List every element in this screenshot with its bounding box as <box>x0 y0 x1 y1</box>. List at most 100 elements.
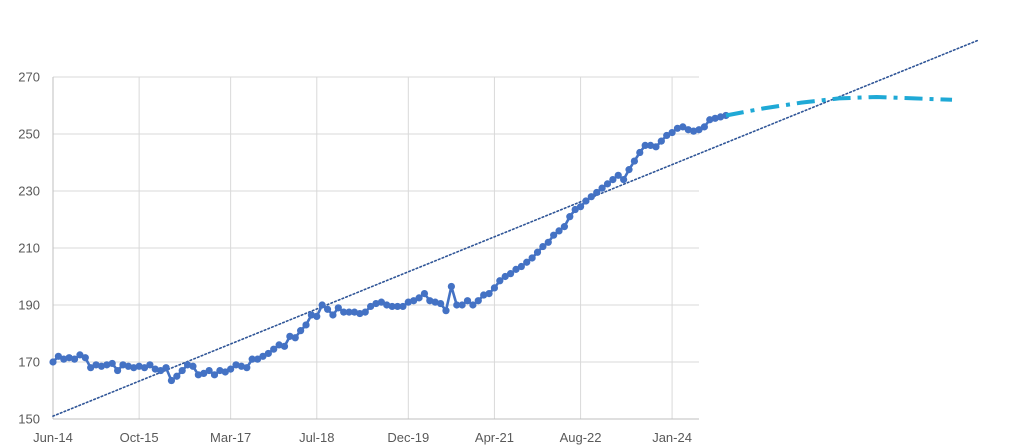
y-tick-label: 170 <box>18 355 40 370</box>
data-point <box>345 308 353 316</box>
data-point <box>663 131 671 140</box>
data-point <box>313 312 321 320</box>
data-point <box>598 184 606 192</box>
data-point <box>673 124 682 132</box>
y-tick-label: 230 <box>18 184 40 199</box>
x-tick-label: Jul-18 <box>299 430 334 445</box>
data-point <box>227 365 235 373</box>
x-tick-label: Jan-24 <box>652 430 692 445</box>
data-point <box>350 308 359 316</box>
data-point <box>393 302 402 311</box>
tick-labels: 150 170 190 210 230 250 270 Jun-14 Oct-15 Mar-17 J… <box>18 70 692 446</box>
data-point <box>501 272 509 281</box>
data-point <box>372 299 380 308</box>
data-point <box>480 291 488 299</box>
data-point <box>157 366 165 375</box>
data-point <box>151 365 159 373</box>
data-point <box>264 349 272 358</box>
data-point <box>103 361 111 369</box>
data-point <box>140 364 149 372</box>
data-point <box>119 361 127 369</box>
data-point <box>636 148 644 157</box>
data-point <box>60 355 68 363</box>
data-point <box>243 364 251 372</box>
data-point <box>205 366 213 375</box>
data-point <box>512 265 520 273</box>
data-point <box>108 359 116 368</box>
data-point <box>587 193 595 201</box>
y-tick-label: 150 <box>18 412 40 427</box>
data-point <box>695 126 703 134</box>
data-point <box>528 254 536 262</box>
data-point <box>490 284 499 292</box>
data-point <box>87 364 95 372</box>
data-point <box>65 354 73 362</box>
data-point <box>404 298 412 306</box>
data-point <box>361 308 369 316</box>
data-point <box>420 290 429 298</box>
data-point <box>426 297 434 305</box>
data-point <box>641 141 649 149</box>
data-point <box>92 361 100 369</box>
data-point <box>210 371 219 379</box>
y-tick-label: 190 <box>18 298 40 313</box>
data-point <box>550 231 558 239</box>
data-point <box>286 332 294 340</box>
data-point <box>162 364 170 372</box>
data-point <box>582 197 590 205</box>
data-point <box>544 238 552 246</box>
data-point <box>221 368 229 376</box>
data-point <box>54 352 62 360</box>
data-point <box>517 262 525 271</box>
data-point <box>668 128 676 137</box>
data-point <box>189 362 197 370</box>
data-point <box>447 282 455 291</box>
data-point <box>458 301 466 309</box>
data-point <box>506 270 515 278</box>
data-point <box>388 302 396 311</box>
forecast-series <box>725 94 953 118</box>
data-point <box>469 301 477 309</box>
data-point <box>302 321 310 329</box>
data-point <box>280 342 289 350</box>
data-point <box>291 334 299 342</box>
data-point <box>431 298 439 306</box>
data-point <box>652 143 660 151</box>
data-point <box>318 301 326 309</box>
data-point <box>173 372 181 380</box>
data-point <box>630 157 639 165</box>
data-point <box>340 308 348 316</box>
x-tick-label: Mar-17 <box>210 430 251 445</box>
data-point <box>474 297 482 305</box>
data-point <box>216 366 224 375</box>
data-point <box>356 309 364 318</box>
data-point <box>270 345 278 353</box>
x-tick-label: Jun-14 <box>33 430 73 445</box>
data-point <box>657 137 665 145</box>
data-point <box>539 242 547 251</box>
data-point <box>566 213 574 221</box>
data-point <box>463 297 472 305</box>
data-point <box>183 361 192 369</box>
data-point <box>437 299 445 308</box>
data-point <box>323 305 332 313</box>
data-point <box>603 180 612 188</box>
data-point <box>571 205 579 214</box>
data-point <box>135 362 143 370</box>
data-point <box>200 369 208 377</box>
gridlines <box>52 76 699 420</box>
data-point <box>716 113 725 121</box>
data-point <box>253 355 262 363</box>
data-point <box>167 376 176 385</box>
data-point <box>194 371 202 379</box>
data-point <box>178 366 186 375</box>
x-tick-label: Oct-15 <box>120 430 159 445</box>
data-point <box>614 171 622 179</box>
data-point <box>453 301 461 309</box>
data-point <box>415 294 423 302</box>
data-point <box>399 302 407 311</box>
data-point <box>700 123 708 131</box>
data-point <box>485 290 493 298</box>
forecast-line <box>725 94 953 118</box>
data-point <box>76 351 84 359</box>
